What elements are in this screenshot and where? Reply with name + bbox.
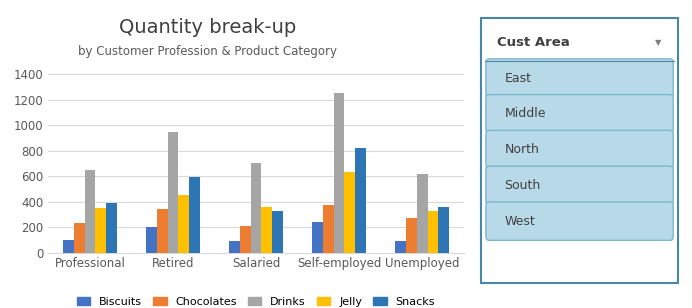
- Bar: [406, 218, 417, 253]
- Bar: [229, 241, 240, 253]
- Bar: [63, 240, 74, 253]
- FancyBboxPatch shape: [486, 59, 673, 97]
- Bar: [438, 207, 449, 253]
- FancyBboxPatch shape: [486, 130, 673, 169]
- FancyBboxPatch shape: [486, 202, 673, 240]
- Bar: [84, 170, 95, 253]
- Text: Quantity break-up: Quantity break-up: [119, 18, 296, 38]
- Text: by Customer Profession & Product Category: by Customer Profession & Product Categor…: [78, 45, 337, 58]
- Legend: Biscuits, Chocolates, Drinks, Jelly, Snacks: Biscuits, Chocolates, Drinks, Jelly, Sna…: [73, 293, 439, 308]
- FancyBboxPatch shape: [481, 18, 678, 283]
- Text: ▼: ▼: [655, 38, 662, 47]
- Bar: [74, 223, 84, 253]
- Bar: [272, 211, 283, 253]
- FancyBboxPatch shape: [486, 95, 673, 133]
- Bar: [323, 205, 334, 253]
- Text: East: East: [504, 71, 531, 85]
- Bar: [179, 195, 189, 253]
- Bar: [345, 172, 355, 253]
- Bar: [251, 164, 262, 253]
- Bar: [355, 148, 366, 253]
- Bar: [334, 93, 345, 253]
- Bar: [157, 209, 167, 253]
- Text: West: West: [504, 215, 536, 228]
- Bar: [189, 177, 200, 253]
- Bar: [262, 207, 272, 253]
- Text: North: North: [504, 143, 540, 156]
- Bar: [167, 132, 179, 253]
- Bar: [417, 174, 428, 253]
- Bar: [395, 241, 406, 253]
- FancyBboxPatch shape: [486, 166, 673, 205]
- Bar: [240, 226, 251, 253]
- Text: Middle: Middle: [504, 107, 546, 120]
- Bar: [106, 203, 117, 253]
- Bar: [312, 222, 323, 253]
- Bar: [95, 208, 106, 253]
- Text: South: South: [504, 179, 541, 192]
- Bar: [428, 211, 438, 253]
- Text: Cust Area: Cust Area: [497, 36, 570, 49]
- Bar: [146, 227, 157, 253]
